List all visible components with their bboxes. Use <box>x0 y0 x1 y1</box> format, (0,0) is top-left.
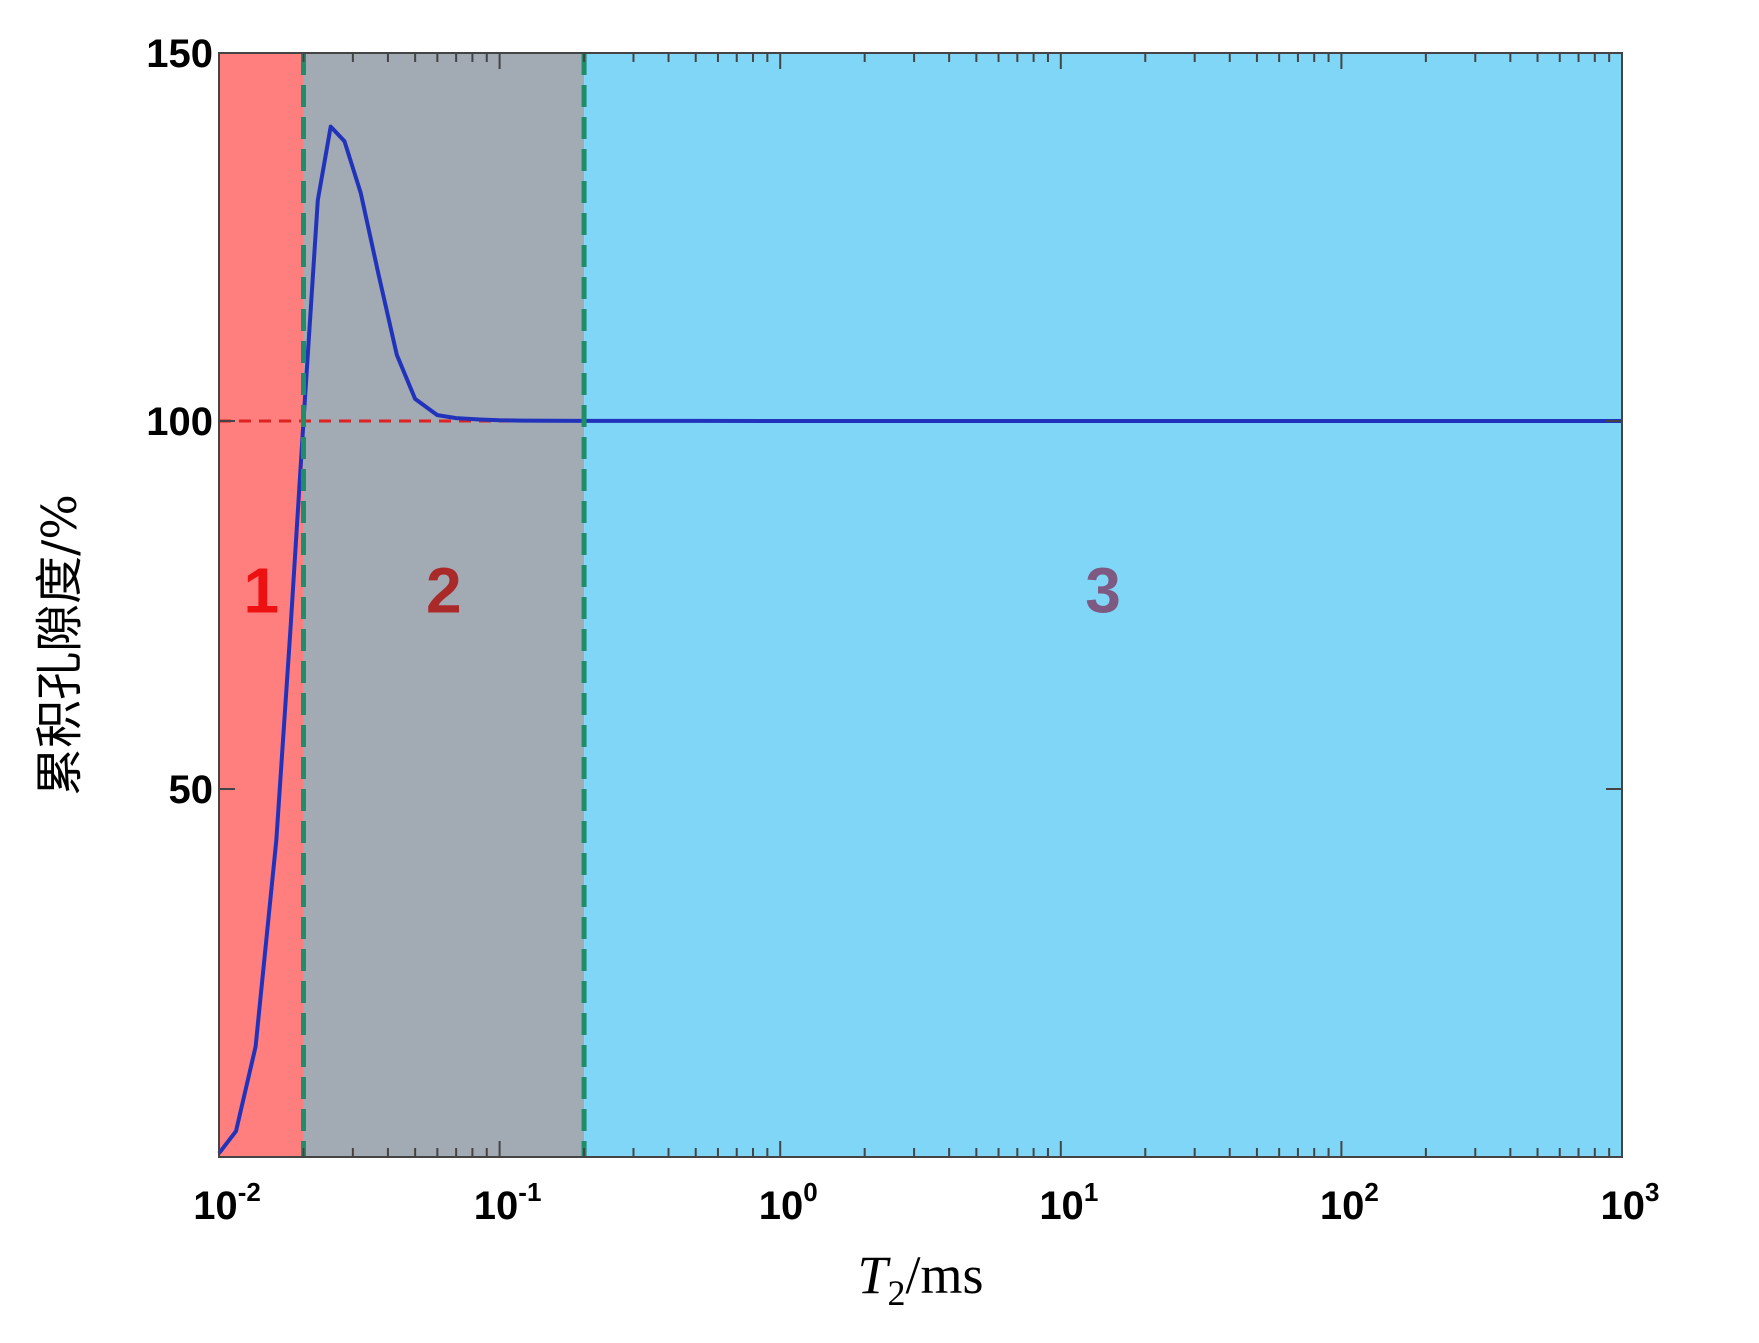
x-axis-label-sub: 2 <box>888 1273 906 1313</box>
series-line-0 <box>217 124 1622 1155</box>
x-tick-label-2: 102 <box>1320 1177 1379 1228</box>
y-tick-label-100: 100 <box>146 400 213 444</box>
x-axis-label-unit: /ms <box>906 1245 984 1305</box>
x-tick-label--2: 10-2 <box>193 1177 261 1228</box>
region-label-1: 1 <box>243 554 279 626</box>
x-axis-label: T2/ms <box>857 1245 983 1313</box>
y-tick-label-150: 150 <box>146 32 213 76</box>
region-3-fill <box>584 53 1622 1157</box>
region-label-3: 3 <box>1085 554 1121 626</box>
x-tick-label-1: 101 <box>1039 1177 1098 1228</box>
y-tick-labels: 50 100 150 <box>146 32 213 812</box>
y-tick-label-50: 50 <box>169 768 214 812</box>
region-2-fill <box>303 53 585 1157</box>
x-tick-label--1: 10-1 <box>474 1177 542 1228</box>
region-labels: 1 2 3 <box>243 554 1120 626</box>
y-axis-label: 累积孔隙度/% <box>32 494 88 796</box>
x-tick-labels: 10-2 10-1 100 101 102 103 <box>193 1177 1659 1228</box>
axis-ticks <box>218 52 1623 1157</box>
x-tick-label-3: 103 <box>1601 1177 1660 1228</box>
x-tick-label-0: 100 <box>759 1177 818 1228</box>
boundary-lines <box>300 53 587 1157</box>
shaded-regions <box>219 53 1622 1157</box>
plot-frame <box>218 52 1623 1158</box>
x-axis-label-main: T <box>857 1245 891 1305</box>
series-group <box>217 124 1622 1155</box>
region-label-2: 2 <box>426 554 462 626</box>
